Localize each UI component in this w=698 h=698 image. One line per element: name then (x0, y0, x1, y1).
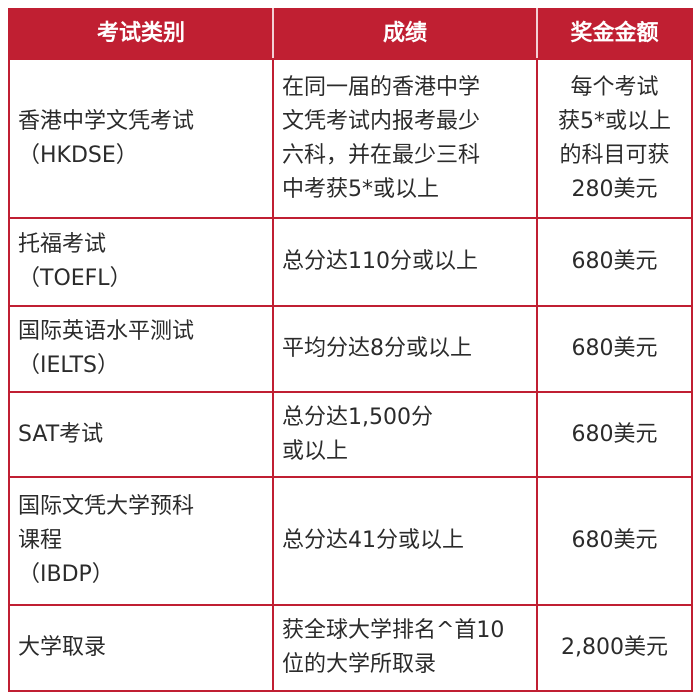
scholarship-table: 考试类别 成绩 奖金金额 香港中学文凭考试 （HKDSE） 在同一届的香港中学 … (8, 8, 693, 692)
table-row: SAT考试 总分达1,500分 或以上 680美元 (8, 391, 693, 478)
exam-cell: SAT考试 (8, 391, 274, 478)
award-cell: 680美元 (536, 476, 693, 606)
exam-cell: 国际英语水平测试 （IELTS） (8, 305, 274, 393)
exam-cell: 国际文凭大学预科 课程 （IBDP） (8, 476, 274, 606)
award-cell: 680美元 (536, 391, 693, 478)
award-cell: 2,800美元 (536, 604, 693, 692)
exam-cell: 托福考试 （TOEFL） (8, 217, 274, 307)
table-row: 大学取录 获全球大学排名^首10 位的大学所取录 2,800美元 (8, 604, 693, 692)
award-cell: 680美元 (536, 305, 693, 393)
score-cell: 总分达1,500分 或以上 (272, 391, 538, 478)
award-cell: 每个考试 获5*或以上 的科目可获 280美元 (536, 58, 693, 219)
table-row: 国际英语水平测试 （IELTS） 平均分达8分或以上 680美元 (8, 305, 693, 393)
table-row: 香港中学文凭考试 （HKDSE） 在同一届的香港中学 文凭考试内报考最少 六科，… (8, 58, 693, 219)
header-score: 成绩 (272, 8, 538, 60)
table-row: 国际文凭大学预科 课程 （IBDP） 总分达41分或以上 680美元 (8, 476, 693, 606)
exam-cell: 大学取录 (8, 604, 274, 692)
table-header-row: 考试类别 成绩 奖金金额 (8, 8, 693, 60)
score-cell: 总分达110分或以上 (272, 217, 538, 307)
award-cell: 680美元 (536, 217, 693, 307)
exam-cell: 香港中学文凭考试 （HKDSE） (8, 58, 274, 219)
score-cell: 总分达41分或以上 (272, 476, 538, 606)
score-cell: 获全球大学排名^首10 位的大学所取录 (272, 604, 538, 692)
table-row: 托福考试 （TOEFL） 总分达110分或以上 680美元 (8, 217, 693, 307)
header-exam-category: 考试类别 (8, 8, 274, 60)
header-award-amount: 奖金金额 (536, 8, 693, 60)
score-cell: 平均分达8分或以上 (272, 305, 538, 393)
score-cell: 在同一届的香港中学 文凭考试内报考最少 六科，并在最少三科 中考获5*或以上 (272, 58, 538, 219)
